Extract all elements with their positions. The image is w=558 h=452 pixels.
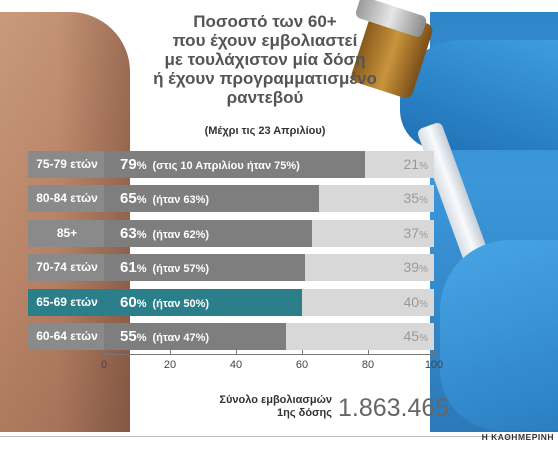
percent-sign: %	[136, 263, 147, 276]
chart-title-line: που έχουν εμβολιαστεί	[172, 31, 358, 50]
vaccinated-value: 63	[120, 224, 137, 242]
bar-vaccinated	[104, 219, 312, 247]
bar-remainder-label: 40%	[398, 289, 428, 316]
bar-vaccinated	[104, 254, 306, 282]
category-label: 75-79 ετών	[28, 151, 116, 178]
bar-remainder-label: 45%	[398, 323, 428, 350]
total-label-line1: Σύνολο εμβολιασμών	[219, 394, 332, 406]
chart-title-line: ραντεβού	[226, 88, 304, 107]
bar-value-label: 55% (ήταν 47%)	[120, 323, 209, 350]
bar-vaccinated	[104, 323, 286, 350]
source-divider	[0, 436, 500, 437]
percent-sign: %	[136, 297, 147, 310]
category-label: 65-69 ετών	[28, 288, 116, 316]
remainder-value: 39	[403, 259, 420, 276]
bar-vaccinated	[104, 185, 319, 213]
x-axis-tick	[368, 350, 369, 355]
previous-value-note: (στις 10 Απριλίου ήταν 75%)	[152, 160, 300, 172]
category-label: 85+	[28, 219, 116, 247]
category-label: 60-64 ετών	[28, 323, 116, 350]
x-axis-tick	[434, 350, 435, 355]
chart-title-line: με τουλάχιστον μία δόση	[164, 50, 366, 69]
total-label-line2: 1ης δόσης	[277, 407, 332, 419]
total-label: Σύνολο εμβολιασμών 1ης δόσης	[214, 394, 332, 420]
source-credit: Η ΚΑΘΗΜΕΡΙΝΗ	[481, 432, 554, 442]
percent-sign: %	[419, 264, 428, 276]
previous-value-note: (ήταν 50%)	[152, 297, 210, 310]
bar-remainder-label: 21%	[398, 151, 428, 178]
percent-sign: %	[419, 161, 428, 172]
vaccinated-value: 65	[120, 190, 137, 208]
percent-sign: %	[136, 228, 147, 241]
total-value: 1.863.465	[338, 394, 450, 422]
percent-sign: %	[136, 332, 147, 344]
previous-value-note: (ήταν 63%)	[152, 194, 210, 207]
previous-value-note: (ήταν 47%)	[152, 332, 210, 344]
remainder-value: 45	[403, 328, 420, 344]
bar-remainder-label: 39%	[398, 254, 428, 281]
bar-value-label: 61% (ήταν 57%)	[120, 254, 209, 281]
remainder-value: 37	[403, 224, 420, 241]
x-axis-tick-label: 40	[229, 359, 243, 371]
percent-sign: %	[419, 195, 428, 207]
percent-sign: %	[419, 333, 428, 344]
percent-sign: %	[419, 229, 428, 241]
x-axis-tick-label: 100	[424, 359, 444, 371]
x-axis-tick	[170, 350, 171, 355]
x-axis-tick	[302, 350, 303, 355]
x-axis-tick-label: 0	[100, 359, 108, 371]
percent-sign: %	[136, 160, 147, 172]
chart-title-line: Ποσοστό των 60+	[193, 12, 337, 31]
bar-remainder-label: 35%	[398, 185, 428, 212]
x-axis-tick-label: 20	[163, 359, 177, 371]
remainder-value: 40	[403, 293, 420, 310]
chart-subtitle: (Μέχρι τις 23 Απριλίου)	[204, 125, 326, 137]
vaccinated-value: 79	[120, 156, 137, 173]
previous-value-note: (ήταν 57%)	[152, 263, 210, 276]
category-label: 70-74 ετών	[28, 254, 116, 282]
percent-sign: %	[136, 194, 147, 207]
vaccinated-value: 60	[120, 293, 137, 311]
bar-value-label: 60% (ήταν 50%)	[120, 289, 209, 316]
bar-vaccinated	[104, 288, 302, 316]
remainder-value: 35	[403, 190, 420, 207]
x-axis-line	[104, 354, 434, 355]
vaccinated-value: 61	[120, 259, 137, 277]
bar-value-label: 63% (ήταν 62%)	[120, 220, 209, 247]
x-axis-tick-label: 60	[295, 359, 309, 371]
bar-vaccinated	[104, 151, 365, 178]
previous-value-note: (ήταν 62%)	[152, 228, 210, 241]
bar-value-label: 65% (ήταν 63%)	[120, 185, 209, 212]
category-label: 80-84 ετών	[28, 185, 116, 213]
percent-sign: %	[419, 298, 428, 310]
x-axis-tick	[236, 350, 237, 355]
x-axis-tick	[104, 350, 105, 355]
x-axis-tick-label: 80	[361, 359, 375, 371]
chart-title-line: ή έχουν προγραμματισμένο	[153, 69, 377, 88]
bar-remainder-label: 37%	[398, 220, 428, 247]
gloved-hand-bottom	[440, 240, 558, 430]
chart-title: Ποσοστό των 60+ που έχουν εμβολιαστεί με…	[140, 12, 390, 107]
bar-value-label: 79% (στις 10 Απριλίου ήταν 75%)	[120, 151, 300, 178]
remainder-value: 21	[403, 156, 420, 172]
vaccinated-value: 55	[120, 328, 137, 345]
